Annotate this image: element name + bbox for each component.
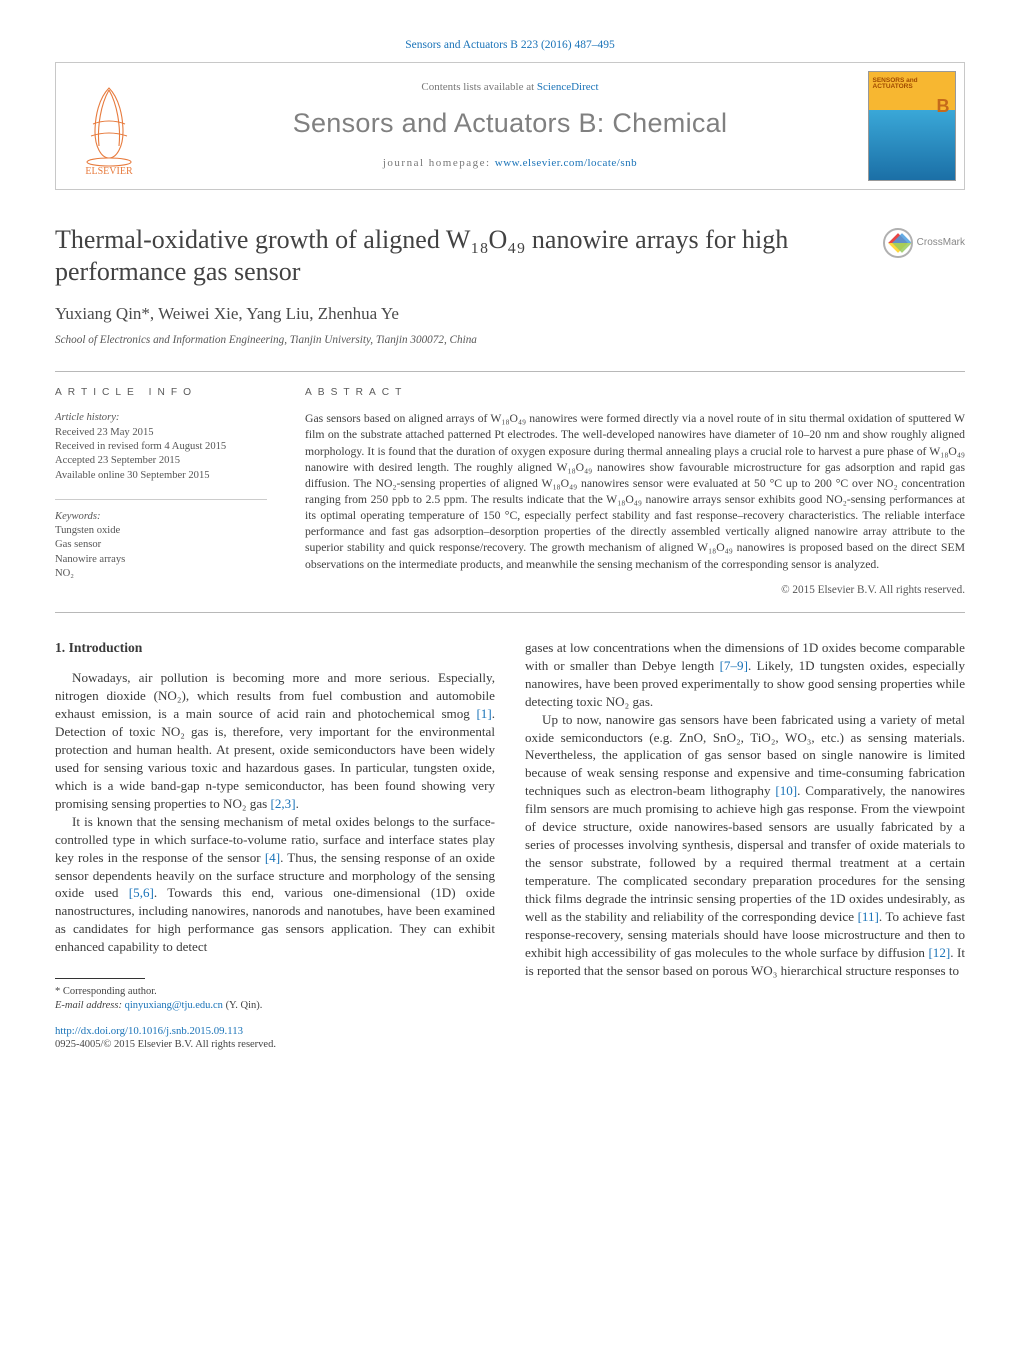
publisher-name: ELSEVIER <box>85 166 133 176</box>
abstract-heading: ABSTRACT <box>305 386 965 400</box>
corresponding-author-note: * Corresponding author. <box>55 985 495 999</box>
crossmark-badge[interactable]: CrossMark <box>883 228 965 258</box>
contents-available: Contents lists available at ScienceDirec… <box>421 80 598 95</box>
issn-copyright: 0925-4005/© 2015 Elsevier B.V. All right… <box>55 1038 495 1052</box>
doi-link[interactable]: http://dx.doi.org/10.1016/j.snb.2015.09.… <box>55 1024 495 1039</box>
publisher-logo: ELSEVIER <box>56 63 161 189</box>
author-email-link[interactable]: qinyuxiang@tju.edu.cn <box>125 1000 223 1011</box>
sciencedirect-link[interactable]: ScienceDirect <box>537 81 599 93</box>
body-paragraph: Up to now, nanowire gas sensors have bee… <box>525 711 965 980</box>
journal-name: Sensors and Actuators B: Chemical <box>293 105 728 141</box>
journal-header: ELSEVIER Contents lists available at Sci… <box>55 62 965 190</box>
crossmark-label: CrossMark <box>917 236 965 250</box>
article-info-heading: ARTICLE INFO <box>55 386 267 400</box>
journal-homepage: journal homepage: www.elsevier.com/locat… <box>383 156 637 171</box>
article-history: Article history: Received 23 May 2015 Re… <box>55 411 267 482</box>
homepage-link[interactable]: www.elsevier.com/locate/snb <box>495 157 637 169</box>
section-heading-intro: 1. Introduction <box>55 639 495 657</box>
crossmark-icon <box>883 228 913 258</box>
body-paragraph: gases at low concentrations when the dim… <box>525 639 965 711</box>
affiliation: School of Electronics and Information En… <box>55 333 965 348</box>
paper-title: Thermal-oxidative growth of aligned W₁₈O… <box>55 224 883 289</box>
running-head-citation: Sensors and Actuators B 223 (2016) 487–4… <box>55 38 965 54</box>
body-paragraph: Nowadays, air pollution is becoming more… <box>55 669 495 813</box>
footnote-rule <box>55 978 145 979</box>
keywords-block: Keywords: Tungsten oxide Gas sensor Nano… <box>55 510 267 581</box>
author-list: Yuxiang Qin*, Weiwei Xie, Yang Liu, Zhen… <box>55 303 965 326</box>
separator-rule <box>55 371 965 372</box>
journal-cover-thumbnail: SENSORS andACTUATORS B <box>868 71 956 181</box>
abstract-text: Gas sensors based on aligned arrays of W… <box>305 411 965 572</box>
body-paragraph: It is known that the sensing mechanism o… <box>55 813 495 957</box>
abstract-copyright: © 2015 Elsevier B.V. All rights reserved… <box>305 583 965 598</box>
separator-rule-2 <box>55 612 965 613</box>
body-columns: 1. Introduction Nowadays, air pollution … <box>55 639 965 1052</box>
email-line: E-mail address: qinyuxiang@tju.edu.cn (Y… <box>55 999 495 1013</box>
